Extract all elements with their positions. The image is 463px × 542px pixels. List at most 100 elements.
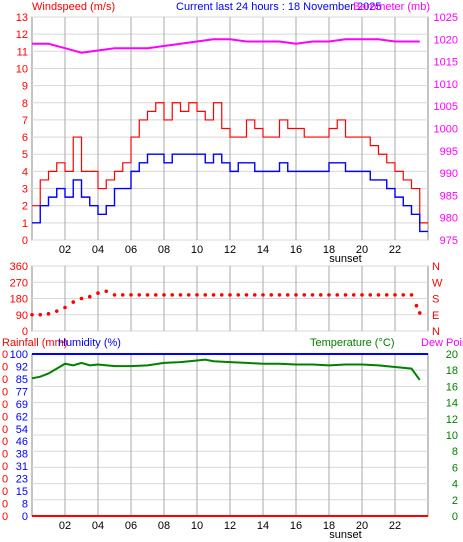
direction-point xyxy=(384,293,389,297)
humidity-tick: 62 xyxy=(16,411,28,423)
wind-left-tick: 13 xyxy=(16,12,28,24)
direction-compass-tick: N xyxy=(432,326,440,338)
humidity-tick: 31 xyxy=(16,461,28,473)
temperature-right-tick: 12 xyxy=(446,414,458,426)
wind-x-tick: 02 xyxy=(59,244,71,256)
wind-left-tick: 0 xyxy=(22,235,28,247)
direction-compass-tick: S xyxy=(432,294,439,306)
direction-point xyxy=(219,293,224,297)
chart-title: Current last 24 hours : 18 November 2025 xyxy=(176,1,381,13)
direction-compass-tick: W xyxy=(432,277,443,289)
direction-point xyxy=(195,293,199,297)
direction-point xyxy=(360,293,364,297)
humidity-x-tick: 12 xyxy=(224,520,236,532)
direction-point xyxy=(327,293,331,297)
direction-point xyxy=(302,293,307,297)
direction-compass-tick: E xyxy=(432,310,439,322)
wind-left-tick: 10 xyxy=(16,63,28,75)
direction-point xyxy=(162,293,166,297)
direction-point xyxy=(393,293,397,297)
temperature-line xyxy=(31,358,421,381)
barometer-line xyxy=(32,38,420,54)
wind-x-tick: 16 xyxy=(290,244,302,256)
wind-left-tick: 5 xyxy=(22,149,28,161)
barometer-right-tick: 995 xyxy=(440,146,458,158)
direction-point xyxy=(203,293,208,297)
direction-point xyxy=(310,293,315,297)
dewpoint-label: Dew Point xyxy=(421,337,463,349)
direction-point xyxy=(261,293,265,297)
direction-point xyxy=(409,293,414,297)
wind-x-tick: 22 xyxy=(389,244,401,256)
rainfall-tick: 0 xyxy=(2,486,8,498)
direction-compass-tick: N xyxy=(432,261,440,273)
wind-left-tick: 3 xyxy=(22,184,28,196)
direction-point xyxy=(285,293,290,297)
wind-left-tick: 1 xyxy=(22,218,28,230)
direction-point xyxy=(368,293,373,297)
direction-point xyxy=(63,305,67,310)
humidity-tick: 15 xyxy=(16,486,28,498)
direction-point xyxy=(112,293,117,297)
direction-point xyxy=(30,312,34,317)
direction-point xyxy=(38,312,43,317)
wind-x-tick: 10 xyxy=(191,244,203,256)
rainfall-tick: 0 xyxy=(2,474,8,486)
windspeed-line xyxy=(32,102,428,224)
direction-point xyxy=(71,300,76,304)
humidity-axis-title: Humidity (%) xyxy=(58,337,121,349)
direction-point xyxy=(104,289,109,294)
direction-point xyxy=(252,293,257,297)
barometer-right-tick: 985 xyxy=(440,190,458,202)
direction-left-tick: 90 xyxy=(16,310,28,322)
direction-point xyxy=(318,293,323,297)
humidity-tick: 69 xyxy=(16,399,28,411)
barometer-right-tick: 1020 xyxy=(434,34,458,46)
rainfall-tick: 0 xyxy=(2,511,8,523)
barometer-right-tick: 1005 xyxy=(434,101,458,113)
wind-x-tick: 12 xyxy=(224,244,236,256)
direction-point xyxy=(414,303,419,308)
wind-left-tick: 2 xyxy=(22,201,28,213)
humidity-tick: 38 xyxy=(16,449,28,461)
humidity-tick: 92 xyxy=(16,361,28,373)
wind-average-line xyxy=(32,153,428,233)
humidity-tick: 77 xyxy=(16,386,28,398)
humidity-x-tick: 18 xyxy=(323,520,335,532)
wind-x-tick: 18 xyxy=(323,244,335,256)
direction-point xyxy=(343,293,348,297)
wind-left-tick: 4 xyxy=(22,166,28,178)
humidity-x-tick: 14 xyxy=(257,520,269,532)
barometer-right-tick: 1000 xyxy=(434,124,458,136)
direction-left-tick: 360 xyxy=(10,261,28,273)
direction-point xyxy=(244,293,249,297)
direction-point xyxy=(137,293,142,297)
temperature-right-tick: 2 xyxy=(452,495,458,507)
humidity-x-tick: 08 xyxy=(158,520,170,532)
rainfall-tick: 0 xyxy=(2,461,8,473)
humidity-tick: 8 xyxy=(22,499,28,511)
barometer-right-tick: 980 xyxy=(440,213,458,225)
rainfall-tick: 0 xyxy=(2,449,8,461)
humidity-tick: 54 xyxy=(16,424,28,436)
direction-point xyxy=(417,311,422,315)
barometer-axis-title: Barometer (mb) xyxy=(353,1,430,13)
wind-x-tick: 14 xyxy=(257,244,269,256)
humidity-tick: 85 xyxy=(16,374,28,386)
barometer-right-tick: 975 xyxy=(440,235,458,247)
humidity-tick: 0 xyxy=(22,511,28,523)
temperature-right-tick: 8 xyxy=(452,446,458,458)
barometer-right-tick: 1010 xyxy=(434,79,458,91)
wind-left-tick: 12 xyxy=(16,29,28,41)
direction-point xyxy=(178,293,183,297)
rainfall-tick: 0 xyxy=(2,374,8,386)
rainfall-tick: 0 xyxy=(2,399,8,411)
direction-point xyxy=(236,293,241,297)
rainfall-tick: 0 xyxy=(2,424,8,436)
rainfall-tick: 0 xyxy=(2,499,8,511)
humidity-tick: 23 xyxy=(16,474,28,486)
direction-point xyxy=(96,291,100,295)
direction-point xyxy=(228,293,232,297)
wind-x-tick: 06 xyxy=(125,244,137,256)
direction-point xyxy=(46,312,51,316)
